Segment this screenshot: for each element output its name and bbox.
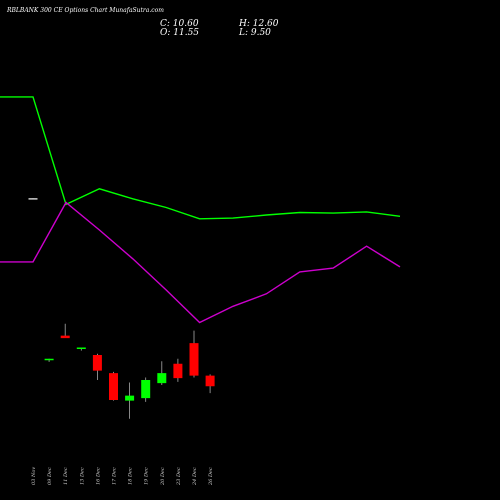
- x-tick-label: 11 Dec: [63, 467, 69, 485]
- x-tick-label: 09 Dec: [47, 467, 53, 485]
- x-tick-label: 23 Dec: [176, 467, 182, 486]
- series-line-2: [0, 201, 401, 324]
- x-tick-label: 13 Dec: [79, 467, 85, 485]
- chart-title: RBLBANK 300 CE Options Chart MunafaSutra…: [7, 7, 164, 14]
- close-readout: C: 10.60: [160, 19, 199, 29]
- x-tick-label: 20 Dec: [160, 467, 166, 486]
- low-readout: L: 9.50: [239, 28, 271, 38]
- x-tick-label: 03 Nov: [31, 467, 37, 485]
- x-tick-label: 24 Dec: [192, 467, 198, 486]
- x-tick-label: 17 Dec: [112, 467, 118, 485]
- series-line-1: [0, 96, 401, 220]
- candle-body: [141, 380, 151, 399]
- candle-body: [173, 363, 183, 379]
- candle-body: [60, 335, 70, 339]
- open-readout: O: 11.55: [160, 28, 200, 38]
- candle-body: [44, 358, 54, 361]
- candle-body: [109, 373, 118, 400]
- candle-body: [28, 198, 38, 200]
- x-tick-label: 19 Dec: [144, 467, 150, 485]
- candle-body: [125, 395, 135, 401]
- candle-body: [157, 373, 167, 384]
- high-readout: H: 12.60: [239, 19, 279, 29]
- x-tick-label: 16 Dec: [95, 467, 101, 485]
- candle-body: [92, 355, 102, 371]
- candle-body: [76, 347, 86, 349]
- candle-body: [205, 375, 215, 387]
- x-tick-label: 26 Dec: [208, 467, 214, 486]
- candle-body: [189, 343, 199, 376]
- x-tick-label: 18 Dec: [128, 467, 134, 485]
